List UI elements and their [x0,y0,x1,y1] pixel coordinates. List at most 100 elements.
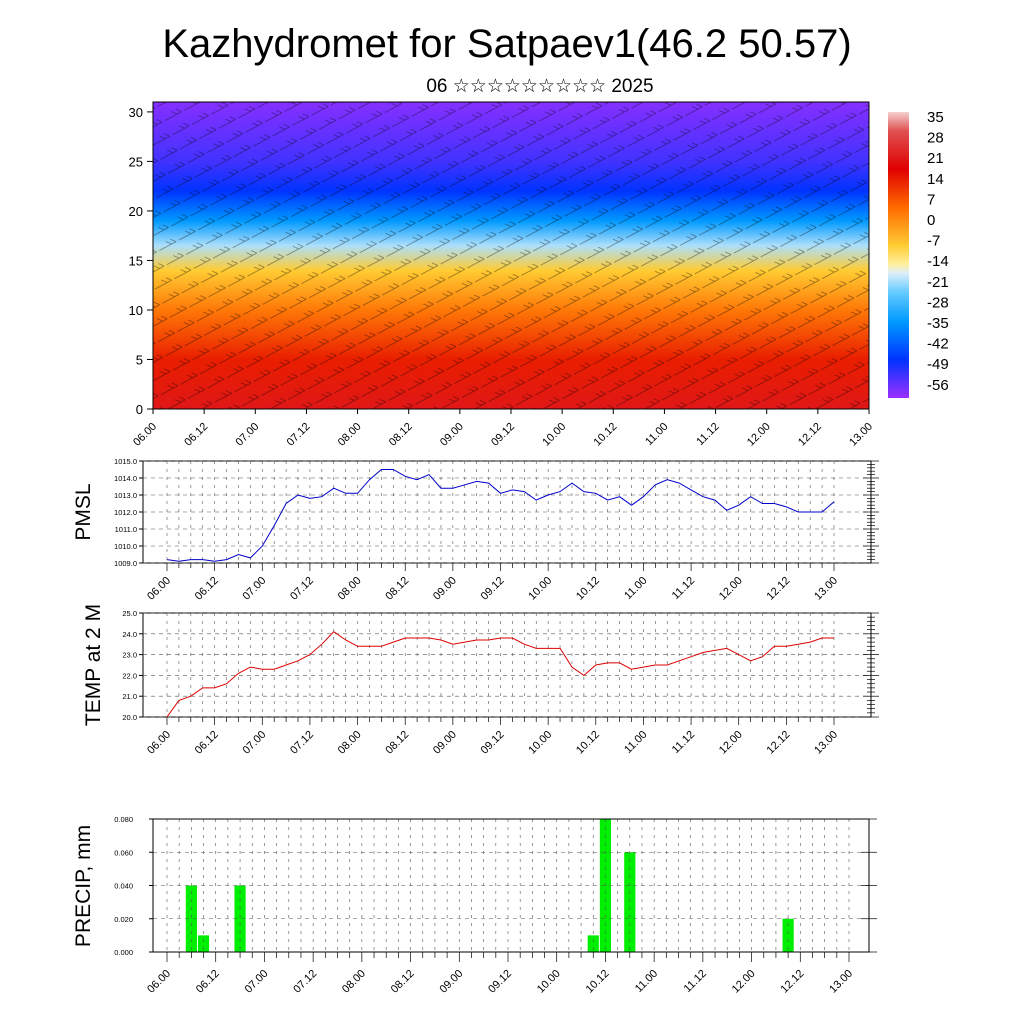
x-tick-label: 10.00 [526,575,554,603]
y-tick-label: 1009.0 [114,559,137,568]
temp-ylabel: TEMP at 2 M [82,604,105,726]
y-tick-label: 21.0 [122,692,137,701]
colorbar-label: 0 [927,212,935,229]
wind-vector-overlay [153,102,869,409]
y-tick-label: 22.0 [122,671,137,680]
precip-bar [782,918,794,952]
x-tick-label: 11.12 [670,575,697,602]
y-tick-label: 23.0 [122,651,137,660]
colorbar-label: -49 [927,356,949,373]
temp-series-line [166,631,834,718]
x-tick-label: 13.00 [812,729,840,757]
colorbar-label: -35 [927,315,949,332]
precip-x-axis: 06.00 06.12 07.00 07.12 08.00 08.12 09.00 09.12… [145,952,855,996]
temp-y-axis: 20.0 21.0 22.0 23.0 24.0 25.0 [122,609,143,722]
x-tick-label: 08.12 [383,729,411,757]
pmsl-panel: PMSL 1009.0 1010.0 1011.0 1012.0 1013.0 1014.… [72,457,879,603]
x-tick-label: 07.12 [291,968,319,996]
y-tick-label: 20.0 [122,713,137,722]
heatmap-x-tick-label: 09.00 [438,421,466,449]
colorbar-label: -42 [927,336,949,353]
colorbar-label: 7 [927,191,935,208]
colorbar-label: -14 [927,253,949,270]
heatmap-x-tick-label: 08.00 [336,421,364,449]
x-tick-label: 12.00 [717,575,745,603]
x-tick-label: 12.00 [730,968,758,996]
x-tick-label: 09.12 [479,729,507,757]
temp-grid [143,612,879,718]
colorbar-scale [888,112,909,398]
x-tick-label: 10.12 [574,575,602,603]
page-title: Kazhydromet for Satpaev1(46.2 50.57) [162,22,851,66]
temp-frame [142,612,872,718]
heatmap-x-tick-label: 12.12 [796,421,824,449]
precip-bar [624,852,636,952]
x-tick-label: 06.00 [145,575,173,603]
heatmap-panel: 0 5 10 15 20 25 30 06.00 06.12 07.00 07.12 08.00 08… [129,101,875,449]
x-tick-label: 07.12 [288,575,316,603]
x-tick-label: 09.12 [486,968,514,996]
x-tick-label: 08.00 [336,729,364,757]
x-tick-label: 10.12 [584,968,612,996]
x-tick-label: 08.00 [340,968,368,996]
precip-panel: PRECIP, mm 0.000 0.020 0.040 0.060 0.080 06.… [72,815,877,996]
y-tick-label: 1010.0 [114,542,137,551]
x-tick-label: 06.00 [145,729,173,757]
heatmap-x-tick-label: 11.00 [643,421,670,448]
x-tick-label: 08.12 [389,968,417,996]
heatmap-y-tick-label: 15 [129,253,143,268]
y-tick-label: 1012.0 [114,508,137,517]
precip-bar [234,885,246,952]
heatmap-y-axis: 0 5 10 15 20 25 30 [129,105,153,417]
x-tick-label: 10.12 [574,729,602,757]
x-tick-label: 12.00 [717,729,745,757]
x-tick-label: 13.00 [827,968,855,996]
x-tick-label: 06.12 [193,575,221,603]
y-tick-label: 1013.0 [114,491,137,500]
colorbar-label: 28 [927,130,944,147]
x-tick-label: 09.00 [431,575,459,603]
y-tick-label: 1014.0 [114,474,137,483]
y-tick-label: 0.080 [114,815,133,824]
y-tick-label: 0.000 [114,948,133,957]
pmsl-ylabel: PMSL [72,483,95,540]
heatmap-x-tick-label: 13.00 [847,421,875,449]
heatmap-y-tick-label: 10 [129,303,143,318]
x-tick-label: 09.00 [431,729,459,757]
heatmap-x-tick-label: 07.00 [233,421,261,449]
precip-ylabel: PRECIP, mm [72,825,95,947]
y-tick-label: 0.060 [114,848,133,857]
x-tick-label: 07.12 [288,729,316,757]
x-tick-label: 12.12 [765,575,793,603]
colorbar-label: -56 [927,377,949,394]
y-tick-label: 1015.0 [114,457,137,466]
heatmap-x-tick-label: 11.12 [694,421,721,448]
x-tick-label: 11.00 [633,968,660,995]
colorbar-label: 14 [927,171,944,188]
precip-bar [185,885,197,952]
x-tick-label: 08.00 [336,575,364,603]
precip-grid [153,818,877,953]
heatmap-x-tick-label: 10.00 [540,421,568,449]
heatmap-x-axis: 06.00 06.12 07.00 07.12 08.00 08.12 09.00 09.12… [131,409,875,449]
pmsl-x-axis: 06.00 06.12 07.00 07.12 08.00 08.12 09.00 09.12… [145,563,840,603]
heatmap-x-tick-label: 10.12 [591,421,619,449]
heatmap-y-tick-label: 30 [129,105,143,120]
heatmap-y-tick-label: 0 [136,402,143,417]
y-tick-label: 25.0 [122,609,137,618]
x-tick-label: 09.00 [437,968,465,996]
x-tick-label: 07.00 [240,729,268,757]
heatmap-x-tick-label: 06.12 [182,421,210,449]
x-tick-label: 06.00 [145,968,173,996]
y-tick-label: 0.020 [114,915,133,924]
heatmap-x-tick-label: 12.00 [745,421,773,449]
y-tick-label: 24.0 [122,630,137,639]
page-subtitle: 06 ☆☆☆☆☆☆☆☆☆ 2025 [426,76,653,97]
x-tick-label: 08.12 [383,575,411,603]
precip-bar [587,935,599,952]
heatmap-x-tick-label: 07.12 [285,421,313,449]
temp-x-axis: 06.00 06.12 07.00 07.12 08.00 08.12 09.00 09.12… [145,717,840,757]
pmsl-series-line [166,469,835,562]
y-tick-label: 1011.0 [115,525,137,534]
